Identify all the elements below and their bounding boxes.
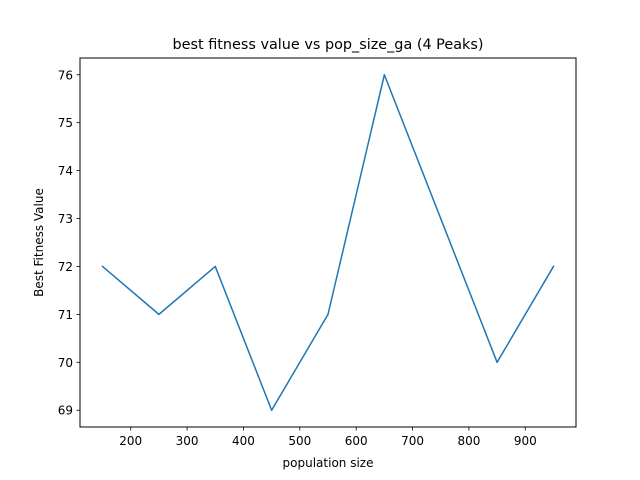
x-tick-label: 700 <box>401 434 424 448</box>
plot-area <box>101 74 555 411</box>
x-tick-label: 600 <box>345 434 368 448</box>
x-tick-label: 400 <box>232 434 255 448</box>
data-point <box>214 265 217 268</box>
x-axis: 200 300 400 500 600 700 800 900 <box>119 427 537 448</box>
x-tick-label: 300 <box>176 434 199 448</box>
y-tick-label: 75 <box>58 116 73 130</box>
y-tick-label: 70 <box>58 356 73 370</box>
y-tick-label: 76 <box>58 68 73 82</box>
y-tick-label: 71 <box>58 308 73 322</box>
y-tick-label: 74 <box>58 164 73 178</box>
data-point <box>552 265 555 268</box>
y-tick-label: 72 <box>58 260 73 274</box>
y-tick-label: 69 <box>58 404 73 418</box>
data-point <box>496 361 498 364</box>
chart-title: best fitness value vs pop_size_ga (4 Pea… <box>173 37 484 53</box>
data-point <box>383 74 386 76</box>
data-point <box>270 409 273 411</box>
data-point <box>327 313 329 316</box>
x-tick-label: 900 <box>514 434 537 448</box>
data-point <box>101 265 104 268</box>
y-axis-label: Best Fitness Value <box>32 188 46 297</box>
data-point <box>439 217 442 220</box>
data-point <box>158 313 160 316</box>
x-tick-label: 800 <box>457 434 480 448</box>
x-axis-label: population size <box>283 456 374 470</box>
x-tick-label: 200 <box>119 434 142 448</box>
x-tick-label: 500 <box>288 434 311 448</box>
axes-frame <box>79 57 577 428</box>
y-axis: 69 70 71 72 73 74 75 76 <box>58 68 80 418</box>
y-tick-label: 73 <box>58 212 73 226</box>
